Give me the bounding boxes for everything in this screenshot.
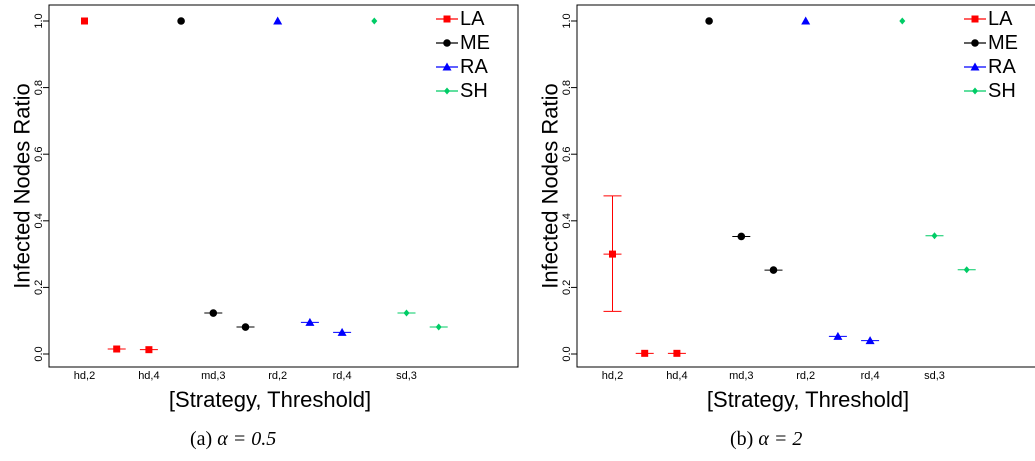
- series-la: [81, 17, 158, 354]
- x-tick-label: hd,2: [74, 370, 95, 382]
- data-point: [337, 327, 347, 336]
- legend-marker: [443, 39, 451, 47]
- y-tick-label: 0.4: [33, 213, 45, 228]
- data-point: [273, 16, 283, 25]
- data-point: [371, 17, 378, 25]
- data-point: [305, 317, 315, 326]
- caption-a-label: (a): [190, 428, 213, 450]
- data-point: [865, 336, 875, 345]
- legend-marker: [971, 39, 979, 47]
- legend-label: SH: [460, 80, 488, 102]
- data-point: [963, 266, 970, 274]
- caption-b: (b) α = 2: [730, 428, 802, 451]
- caption-b-alpha: α = 2: [758, 428, 803, 450]
- series-sh: [371, 17, 448, 331]
- legend-marker: [444, 87, 450, 95]
- legend-marker: [970, 62, 980, 71]
- series-me: [177, 17, 255, 331]
- x-tick-label: md,3: [201, 370, 225, 382]
- y-tick-label: 0.6: [561, 147, 573, 162]
- x-tick-label: md,3: [729, 370, 753, 382]
- x-tick-label: hd,4: [666, 370, 687, 382]
- x-tick-label: hd,2: [602, 370, 623, 382]
- data-point: [641, 349, 649, 357]
- y-tick-label: 0.0: [33, 346, 45, 361]
- x-tick-label: sd,3: [396, 370, 417, 382]
- legend-label: ME: [988, 32, 1018, 54]
- y-tick-label: 1.0: [33, 13, 45, 28]
- data-point: [403, 309, 410, 317]
- y-tick-label: 0.2: [561, 280, 573, 295]
- data-point: [435, 323, 442, 331]
- legend-marker: [972, 87, 978, 95]
- data-point: [769, 266, 778, 274]
- x-axis-label: [Strategy, Threshold]: [169, 387, 371, 412]
- x-tick-label: rd,4: [861, 370, 880, 382]
- legend-label: RA: [988, 56, 1016, 78]
- series-me: [705, 17, 783, 274]
- legend-label: LA: [988, 8, 1013, 30]
- x-tick-label: sd,3: [924, 370, 945, 382]
- data-point: [113, 345, 121, 353]
- series-la: [603, 195, 686, 357]
- data-point: [705, 17, 713, 25]
- y-tick-label: 0.0: [561, 346, 573, 361]
- x-tick-label: rd,2: [796, 370, 815, 382]
- legend-label: ME: [460, 32, 490, 54]
- y-tick-label: 0.8: [33, 80, 45, 95]
- data-point: [609, 250, 616, 258]
- data-point: [177, 17, 185, 25]
- charts-canvas: 0.0 0.2 0.4 0.6 0.8 1.0 hd,2 hd,4 md,3 rd,2 rd,4 sd…: [10, 4, 1035, 412]
- plot-frame: [48, 4, 519, 368]
- data-point: [833, 331, 843, 340]
- y-tick-label: 1.0: [561, 13, 573, 28]
- y-axis-label: Infected Nodes Ratio: [10, 83, 35, 288]
- y-tick-label: 0.8: [561, 80, 573, 95]
- caption-a: (a) α = 0.5: [190, 428, 276, 451]
- x-tick-label: rd,2: [268, 370, 287, 382]
- data-point: [81, 17, 88, 25]
- series-sh: [899, 17, 976, 274]
- y-tick-label: 0.2: [33, 280, 45, 295]
- y-tick-label: 0.6: [33, 147, 45, 162]
- legend-marker: [442, 62, 452, 71]
- caption-b-label: (b): [730, 428, 754, 450]
- data-point: [145, 346, 153, 354]
- x-tick-label: hd,4: [138, 370, 159, 382]
- legend-label: RA: [460, 56, 488, 78]
- data-point: [673, 349, 681, 357]
- data-point: [801, 16, 811, 25]
- series-ra: [273, 16, 352, 336]
- data-point: [931, 232, 938, 240]
- plot-frame: [576, 4, 1035, 368]
- caption-a-alpha: α = 0.5: [217, 428, 277, 450]
- legend-marker: [443, 15, 451, 23]
- legend-marker: [971, 15, 979, 23]
- data-point: [737, 232, 746, 241]
- data-point: [241, 323, 250, 331]
- y-tick-label: 0.4: [561, 213, 573, 228]
- chart-panel-a: 0.0 0.2 0.4 0.6 0.8 1.0 hd,2 hd,4 md,3 rd,2 rd,4 sd…: [10, 4, 519, 412]
- x-tick-label: rd,4: [333, 370, 352, 382]
- legend-label: LA: [460, 8, 485, 30]
- y-axis-label: Infected Nodes Ratio: [538, 83, 563, 288]
- series-ra: [801, 16, 880, 345]
- data-point: [209, 309, 218, 317]
- data-point: [899, 17, 906, 25]
- legend-label: SH: [988, 80, 1016, 102]
- chart-panel-b: 0.0 0.2 0.4 0.6 0.8 1.0 hd,2 hd,4 md,3 rd,2 rd,4 sd…: [538, 4, 1035, 412]
- x-axis-label: [Strategy, Threshold]: [707, 387, 909, 412]
